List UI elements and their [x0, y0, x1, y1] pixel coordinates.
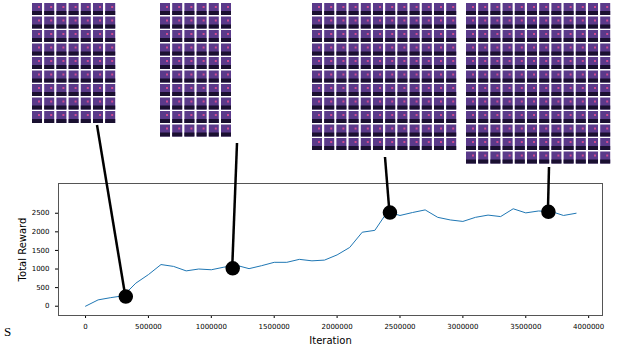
svg-text:3000000: 3000000	[447, 323, 478, 331]
svg-text:1000: 1000	[32, 265, 50, 273]
svg-text:0: 0	[83, 323, 87, 331]
svg-text:2500: 2500	[32, 209, 50, 217]
html-text:S: S	[4, 324, 12, 339]
svg-text:2500000: 2500000	[384, 323, 415, 331]
svg-text:2000000: 2000000	[322, 323, 353, 331]
svg-text:2000: 2000	[32, 228, 50, 236]
svg-text:1000000: 1000000	[196, 323, 227, 331]
svg-text:4000000: 4000000	[573, 323, 604, 331]
svg-text:1500000: 1500000	[259, 323, 290, 331]
svg-text:500: 500	[36, 284, 49, 292]
svg-text:3500000: 3500000	[510, 323, 541, 331]
svg-text:Total Reward: Total Reward	[17, 218, 28, 283]
svg-text:500000: 500000	[135, 323, 162, 331]
svg-text:Iteration: Iteration	[309, 335, 351, 345]
svg-text:1500: 1500	[32, 247, 50, 255]
svg-text:0: 0	[45, 302, 49, 310]
